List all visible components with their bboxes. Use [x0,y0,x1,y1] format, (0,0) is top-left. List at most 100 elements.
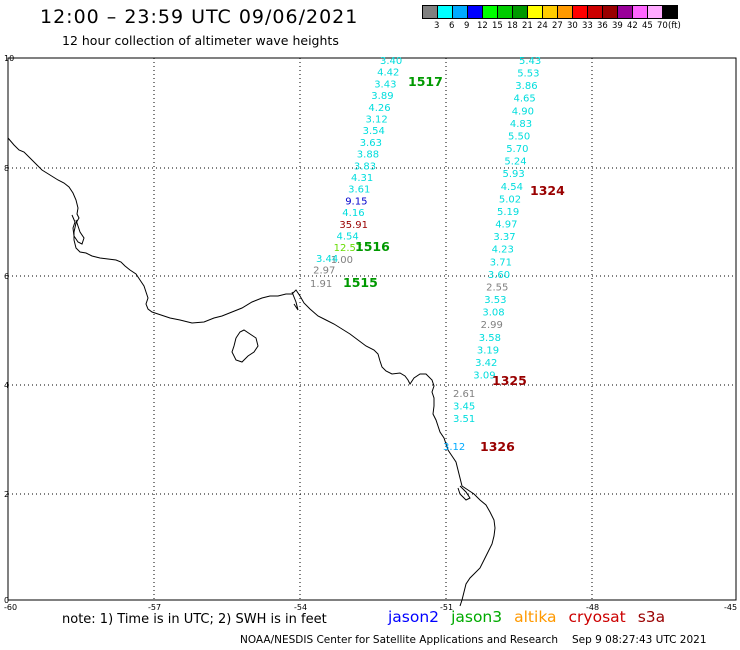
legend-label: 18 [507,21,518,31]
wave-height-value: 3.37 [493,232,515,243]
wave-height-value: 5.53 [517,69,539,80]
wave-height-value: 1.91 [310,279,332,290]
wave-height-value: 3.43 [374,79,396,90]
wave-height-value: 3.09 [473,371,495,382]
legend-swatches [422,5,678,19]
legend-label: 45 [642,21,653,31]
wave-height-value: 3.19 [477,345,499,356]
y-tick-label: 10 [4,54,14,63]
wave-height-value: 5.24 [504,157,526,168]
wave-height-value: 3.40 [380,56,402,67]
wave-height-value: 3.88 [357,150,379,161]
wave-height-value: 3.58 [479,333,501,344]
legend-labels: 3 6 9 12 15 18 21 24 27 30 33 36 39 42 45 70 (ft) [422,19,681,31]
wave-height-value: 2.61 [453,389,475,400]
legend-label: 33 [582,21,593,31]
legend-label: 70 [657,21,668,31]
wave-height-value: 35.91 [339,220,368,231]
wave-height-value: 3.53 [484,295,506,306]
wave-height-value: 5.50 [508,132,530,143]
legend-swatch [662,5,678,19]
map-frame [7,57,737,601]
legend-label: 9 [464,21,470,31]
legend-label: 27 [552,21,563,31]
wave-height-value: 4.26 [368,103,390,114]
wave-height-value: 5.93 [503,169,525,180]
wave-height-value: 3.12 [366,115,388,126]
wave-height-value: 4.42 [377,68,399,79]
generated-timestamp: Sep 9 08:27:43 UTC 2021 [572,634,707,646]
wave-height-value: 4.23 [492,245,514,256]
legend-label: 39 [612,21,623,31]
axis-labels: -60 -57 -54 -51 -48 -45 10 8 6 4 2 0 [4,54,737,612]
x-tick-label: -60 [4,603,17,612]
y-tick-label: 6 [4,272,9,281]
footer-note: note: 1) Time is in UTC; 2) SWH is in fe… [62,612,327,627]
island-shape-small [457,485,471,501]
track-time-label: 1516 [355,239,390,254]
wave-height-value: 3.42 [475,358,497,369]
wave-height-value: 2.55 [486,282,508,293]
track-time-label: 1515 [343,275,378,290]
legend-label: 15 [492,21,503,31]
wave-height-value: 3.08 [482,308,504,319]
x-tick-label: -48 [586,603,599,612]
wave-height-value: 3.44 [316,254,338,265]
wave-height-value: 4.97 [495,220,517,231]
wave-height-value: 4.83 [510,119,532,130]
credit-text: NOAA/NESDIS Center for Satellite Applica… [240,634,558,646]
legend-label: (ft) [668,21,681,31]
track-time-label: 1326 [480,439,515,454]
wave-height-value: 2.99 [481,320,503,331]
map-title: 12:00 – 23:59 UTC 09/06/2021 [40,6,359,28]
wave-height-value: 1.00 [331,255,353,266]
wave-height-value: 5.02 [499,194,521,205]
map-grid [7,57,737,601]
wave-height-value: 3.86 [515,81,537,92]
satellite-name: altika [514,608,557,626]
x-tick-label: -45 [724,603,737,612]
track-time-label: 1324 [530,183,565,198]
track-time-label: 1325 [492,373,527,388]
wave-height-value: 5.43 [519,56,541,67]
legend-label: 30 [567,21,578,31]
coastline-inlet [71,214,85,245]
y-tick-label: 4 [4,381,9,390]
x-tick-label: -51 [440,603,453,612]
satellite-name: jason3 [451,608,503,626]
river-mouth [291,291,299,311]
map-subtitle: 12 hour collection of altimeter wave hei… [62,33,339,48]
satellite-name: jason2 [388,608,440,626]
wave-height-value: 4.54 [501,182,523,193]
y-tick-label: 8 [4,164,9,173]
wave-height-value: 5.19 [497,207,519,218]
wave-height-value: 3.63 [360,138,382,149]
color-legend: 3 6 9 12 15 18 21 24 27 30 33 36 39 42 45 70 (ft) [422,5,681,31]
wave-height-value: 3.51 [453,414,475,425]
wave-height-value: 2.97 [313,266,335,277]
track-time-label: 1517 [408,74,443,89]
wave-height-value: 3.12 [443,442,465,453]
wave-height-value: 4.31 [351,173,373,184]
wave-height-value: 12.57 [334,243,363,254]
legend-label: 3 [434,21,440,31]
wave-height-value: 3.89 [371,91,393,102]
legend-label: 42 [627,21,638,31]
legend-label: 21 [522,21,533,31]
wave-height-value: 4.16 [342,208,364,219]
x-tick-label: -57 [148,603,161,612]
wave-height-value: 3.60 [488,270,510,281]
legend-label: 6 [449,21,455,31]
satellite-name: cryosat [568,608,626,626]
wave-height-value: 4.54 [337,232,359,243]
legend-label: 12 [477,21,488,31]
track-values: 3.404.423.433.894.263.123.543.633.883.83… [310,56,541,453]
legend-label: 36 [597,21,608,31]
track-ids: 1517 1516 1515 1324 1325 1326 [343,74,565,454]
wave-height-value: 5.70 [506,144,528,155]
wave-height-value: 4.65 [514,94,536,105]
coastline [7,137,496,607]
satellite-legend: jason2 jason3 altika cryosat s3a [388,608,677,626]
x-tick-label: -54 [294,603,307,612]
